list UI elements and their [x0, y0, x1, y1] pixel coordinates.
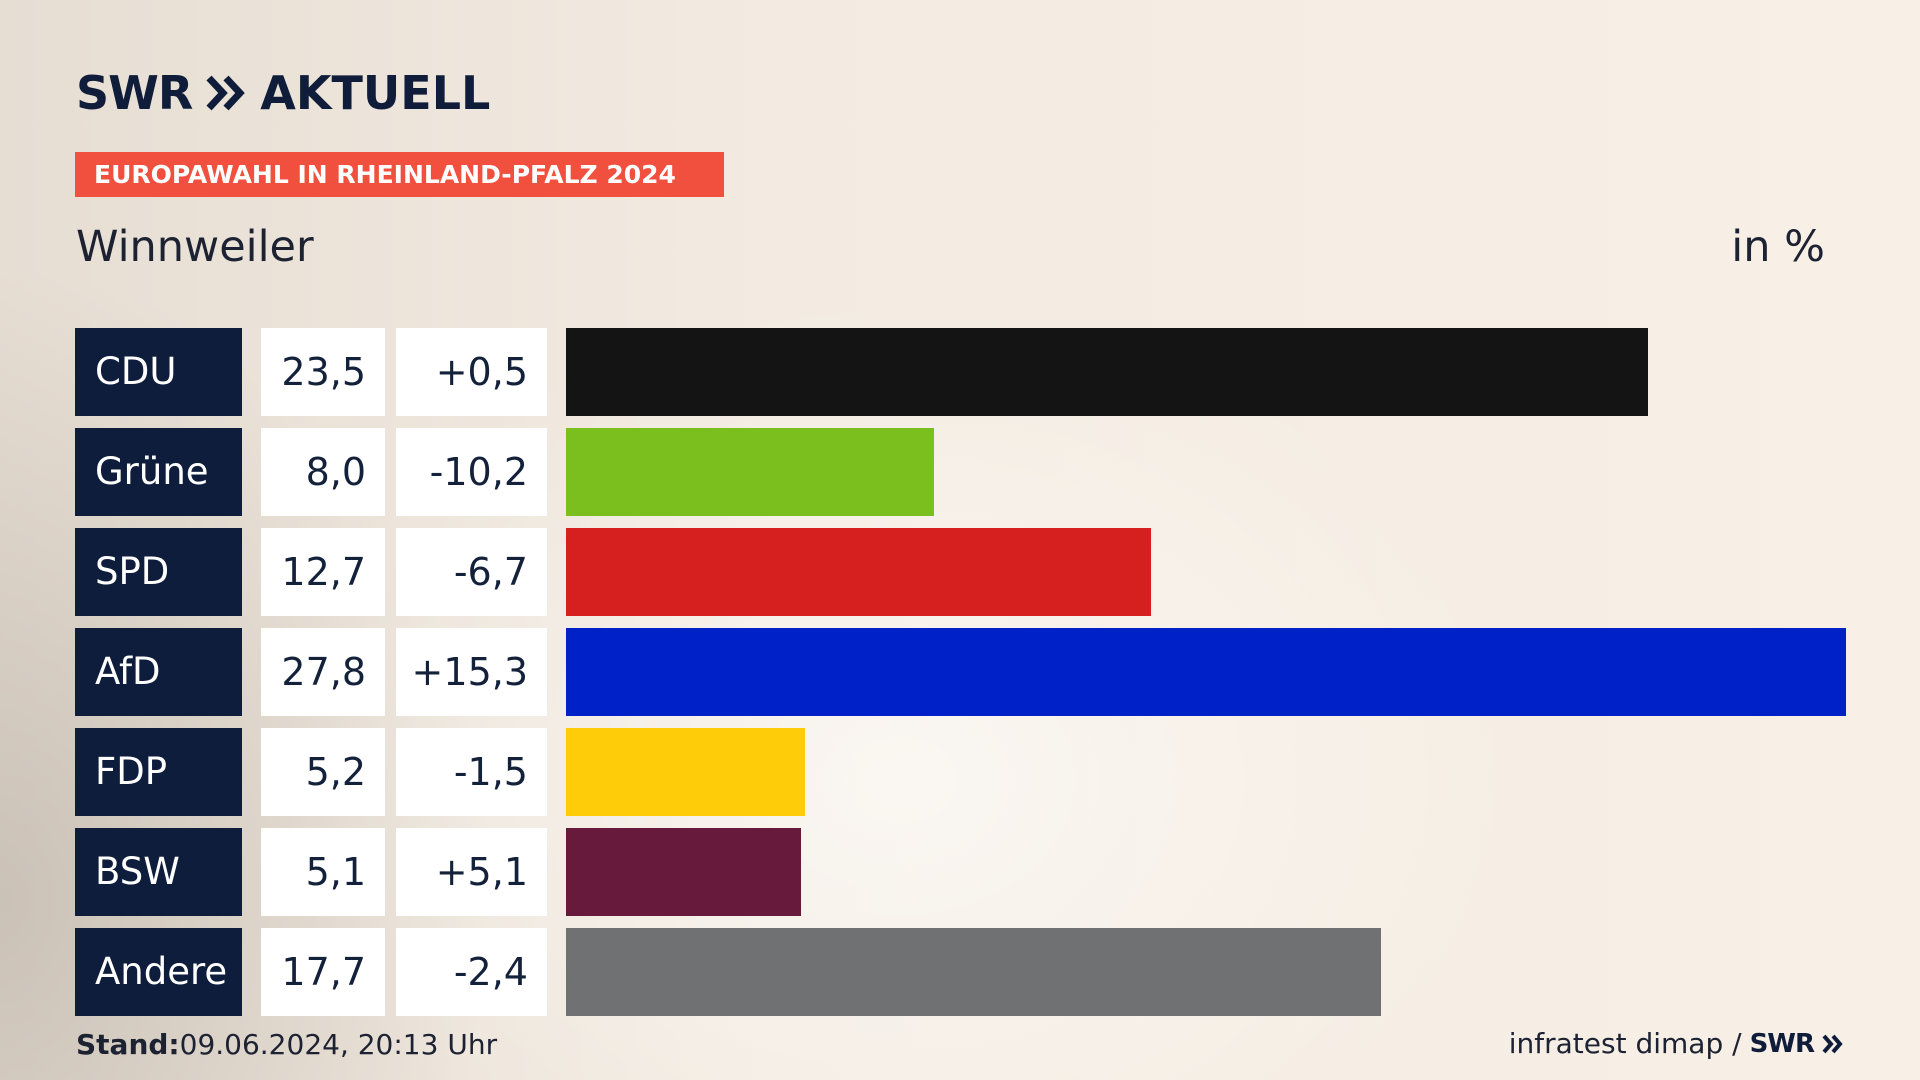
party-label: Grüne [75, 428, 242, 516]
party-label: FDP [75, 728, 242, 816]
result-value: 8,0 [261, 428, 385, 516]
party-label: CDU [75, 328, 242, 416]
party-label: AfD [75, 628, 242, 716]
result-bar [566, 528, 1151, 616]
source-text: infratest dimap / [1508, 1027, 1742, 1060]
change-value: -10,2 [396, 428, 547, 516]
footer-swr-text: SWR [1749, 1028, 1815, 1059]
result-bar [566, 728, 805, 816]
change-value: +0,5 [396, 328, 547, 416]
change-value: -1,5 [396, 728, 547, 816]
election-banner: EUROPAWAHL IN RHEINLAND-PFALZ 2024 [75, 152, 724, 197]
party-label: SPD [75, 528, 242, 616]
result-bar [566, 428, 934, 516]
logo-swr-text: SWR [76, 66, 193, 120]
result-bar [566, 628, 1846, 716]
logo-aktuell-text: AKTUELL [260, 66, 491, 120]
change-value: +5,1 [396, 828, 547, 916]
party-label: Andere [75, 928, 242, 1016]
swr-aktuell-logo: SWR AKTUELL [76, 66, 491, 120]
result-bar [566, 828, 801, 916]
result-value: 27,8 [261, 628, 385, 716]
source-credit: infratest dimap / SWR [1509, 1027, 1844, 1060]
change-value: +15,3 [396, 628, 547, 716]
footer-chevron-icon [1822, 1034, 1843, 1053]
double-chevron-icon [206, 75, 246, 111]
result-bar [566, 928, 1381, 1016]
chart-title: Winnweiler [76, 222, 314, 272]
stand-label: Stand: [76, 1028, 180, 1061]
result-value: 12,7 [261, 528, 385, 616]
party-label: BSW [75, 828, 242, 916]
footer-swr-logo: SWR [1749, 1028, 1815, 1059]
timestamp: Stand:09.06.2024, 20:13 Uhr [76, 1028, 497, 1061]
result-bar [566, 328, 1648, 416]
result-value: 23,5 [261, 328, 385, 416]
result-value: 17,7 [261, 928, 385, 1016]
stand-value: 09.06.2024, 20:13 Uhr [179, 1028, 498, 1061]
change-value: -2,4 [396, 928, 547, 1016]
result-value: 5,2 [261, 728, 385, 816]
change-value: -6,7 [396, 528, 547, 616]
unit-label: in % [1731, 222, 1825, 272]
result-value: 5,1 [261, 828, 385, 916]
